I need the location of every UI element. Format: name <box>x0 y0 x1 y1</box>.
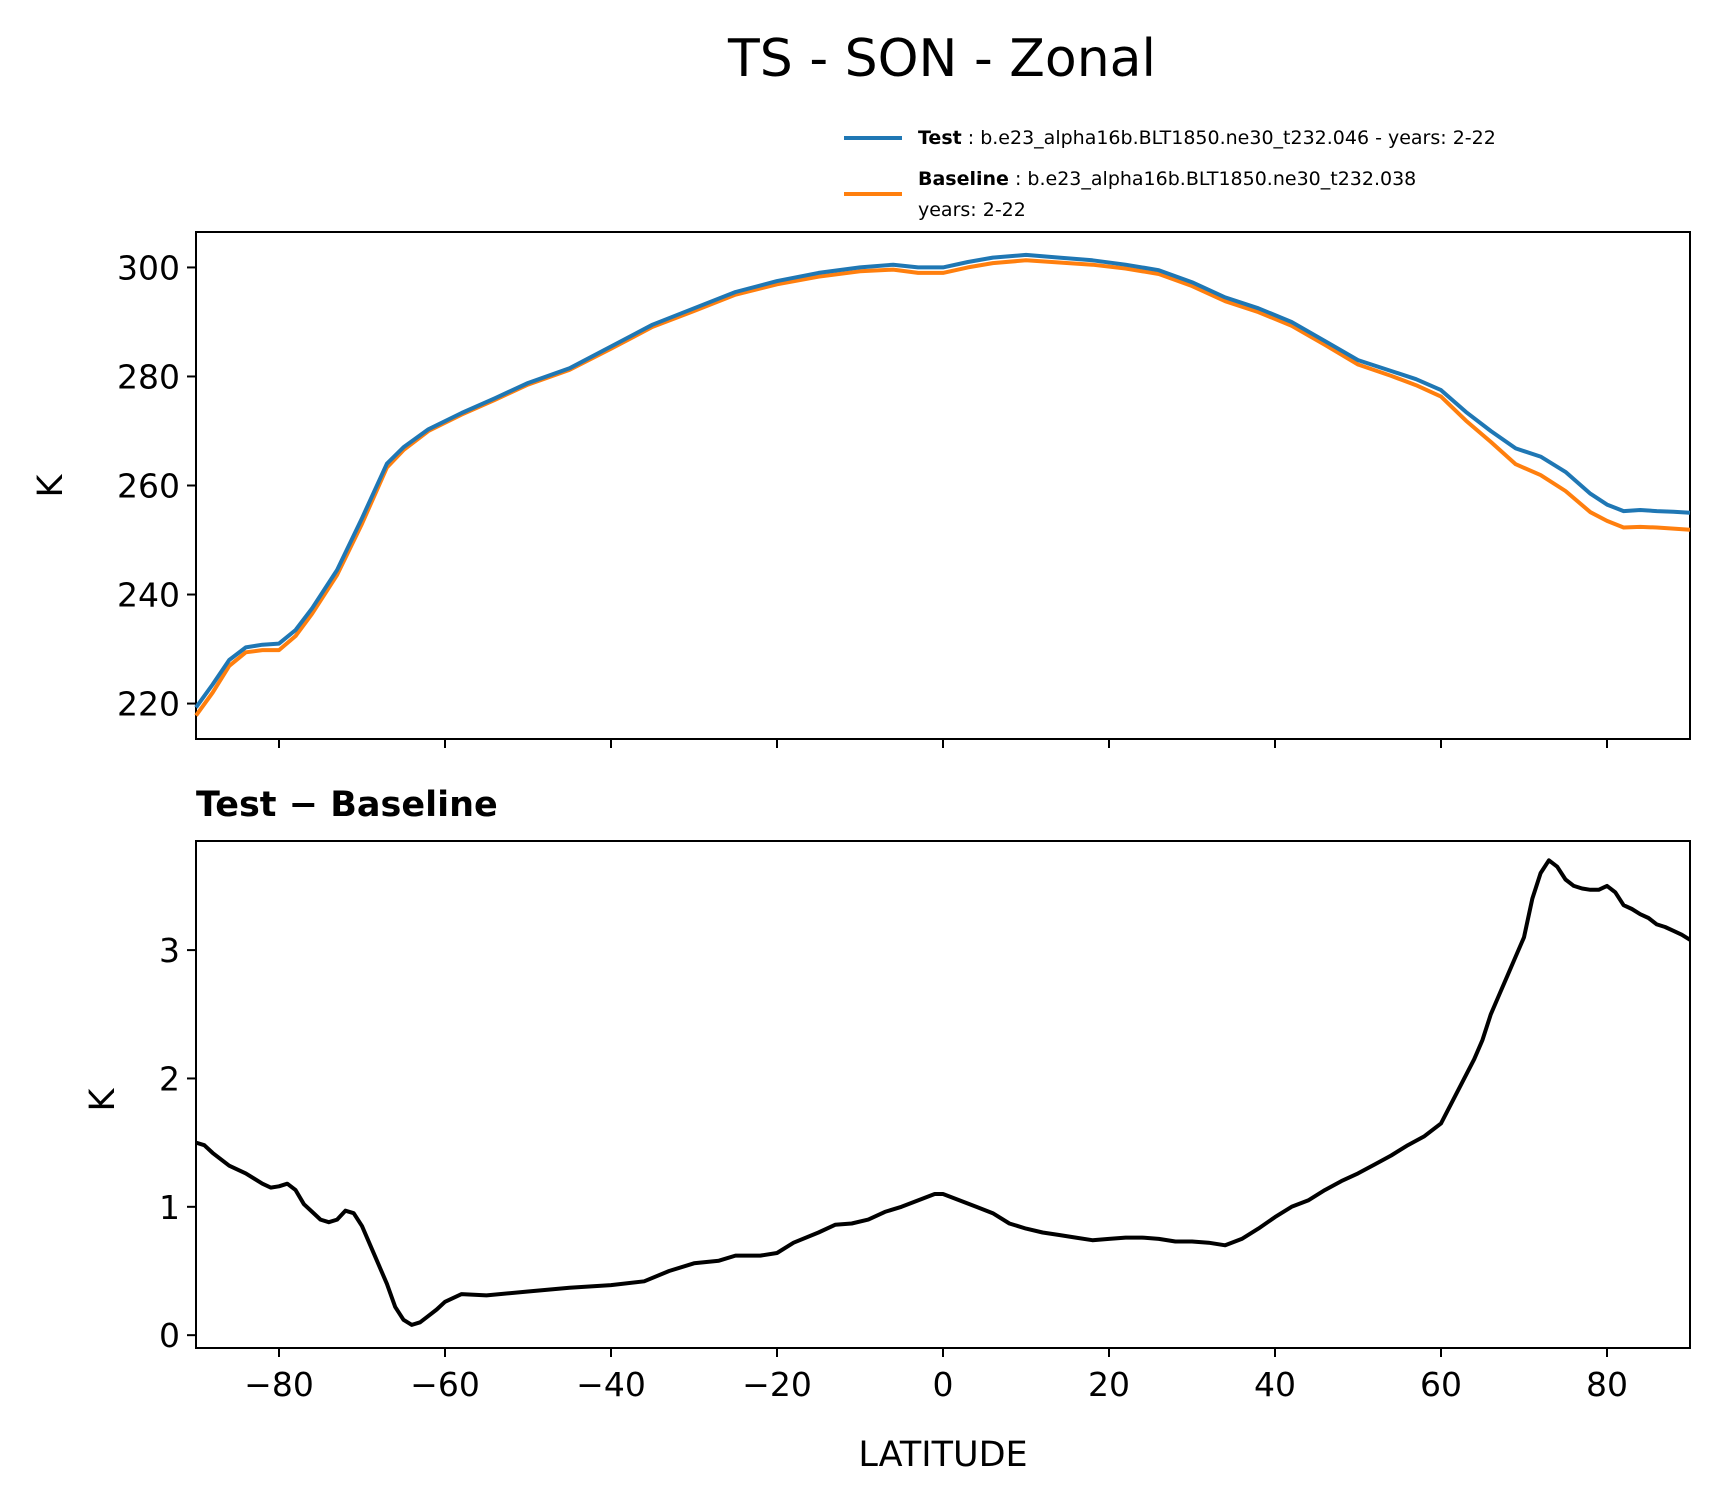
bottom-y-ticks: 0 1 2 3 <box>159 931 196 1355</box>
legend: Test : b.e23_alpha16b.BLT1850.ne30_t232.… <box>844 127 1496 221</box>
bottom-x-tick-label: −80 <box>244 1365 314 1404</box>
top-y-ticks: 220 240 260 280 300 <box>117 248 196 724</box>
bottom-y-tick-label: 3 <box>159 931 180 970</box>
bottom-x-ticks: −80 −60 −40 −20 0 20 40 60 80 <box>244 1348 1628 1404</box>
bottom-y-tick-label: 1 <box>159 1188 180 1227</box>
bottom-x-tick-label: 40 <box>1254 1365 1296 1404</box>
bottom-x-tick-label: 80 <box>1586 1365 1628 1404</box>
bottom-y-tick-label: 2 <box>159 1059 180 1098</box>
bottom-x-tick-label: −60 <box>410 1365 480 1404</box>
top-y-tick-label: 280 <box>117 357 180 396</box>
top-x-ticks <box>278 739 1608 748</box>
top-y-tick-label: 220 <box>117 685 180 724</box>
bottom-x-tick-label: 20 <box>1088 1365 1130 1404</box>
bottom-x-tick-label: −40 <box>576 1365 646 1404</box>
bottom-y-axis-label: K <box>83 1087 123 1111</box>
top-y-tick-label: 300 <box>117 248 180 287</box>
test-series-line <box>194 252 1691 709</box>
legend-test-text: : b.e23_alpha16b.BLT1850.ne30_t232.046 -… <box>968 127 1496 149</box>
figure-title: TS - SON - Zonal <box>727 29 1156 89</box>
baseline-series-line <box>194 258 1691 717</box>
bottom-panel-title: Test − Baseline <box>196 785 498 825</box>
legend-test-bold: Test <box>918 127 962 149</box>
bottom-x-tick-label: −20 <box>742 1365 812 1404</box>
legend-baseline-bold: Baseline <box>918 168 1009 190</box>
top-y-tick-label: 260 <box>117 467 180 506</box>
legend-baseline-entry: Baseline : b.e23_alpha16b.BLT1850.ne30_t… <box>918 168 1416 190</box>
bottom-panel: Test − Baseline 0 1 2 3 −80 −60 −40 −20 0 20 40 60… <box>83 785 1692 1475</box>
bottom-y-tick-label: 0 <box>159 1316 180 1355</box>
top-y-tick-label: 240 <box>117 576 180 615</box>
x-axis-label: LATITUDE <box>858 1435 1027 1475</box>
difference-series-line <box>195 858 1692 1327</box>
legend-baseline-text: : b.e23_alpha16b.BLT1850.ne30_t232.038 <box>1015 168 1416 190</box>
bottom-x-tick-label: 60 <box>1420 1365 1462 1404</box>
legend-test-entry: Test : b.e23_alpha16b.BLT1850.ne30_t232.… <box>918 127 1496 149</box>
legend-baseline-line2: years: 2-22 <box>918 199 1026 221</box>
top-y-axis-label: K <box>31 473 71 497</box>
top-panel: 220 240 260 280 300 K <box>31 231 1691 748</box>
bottom-x-tick-label: 0 <box>933 1365 954 1404</box>
